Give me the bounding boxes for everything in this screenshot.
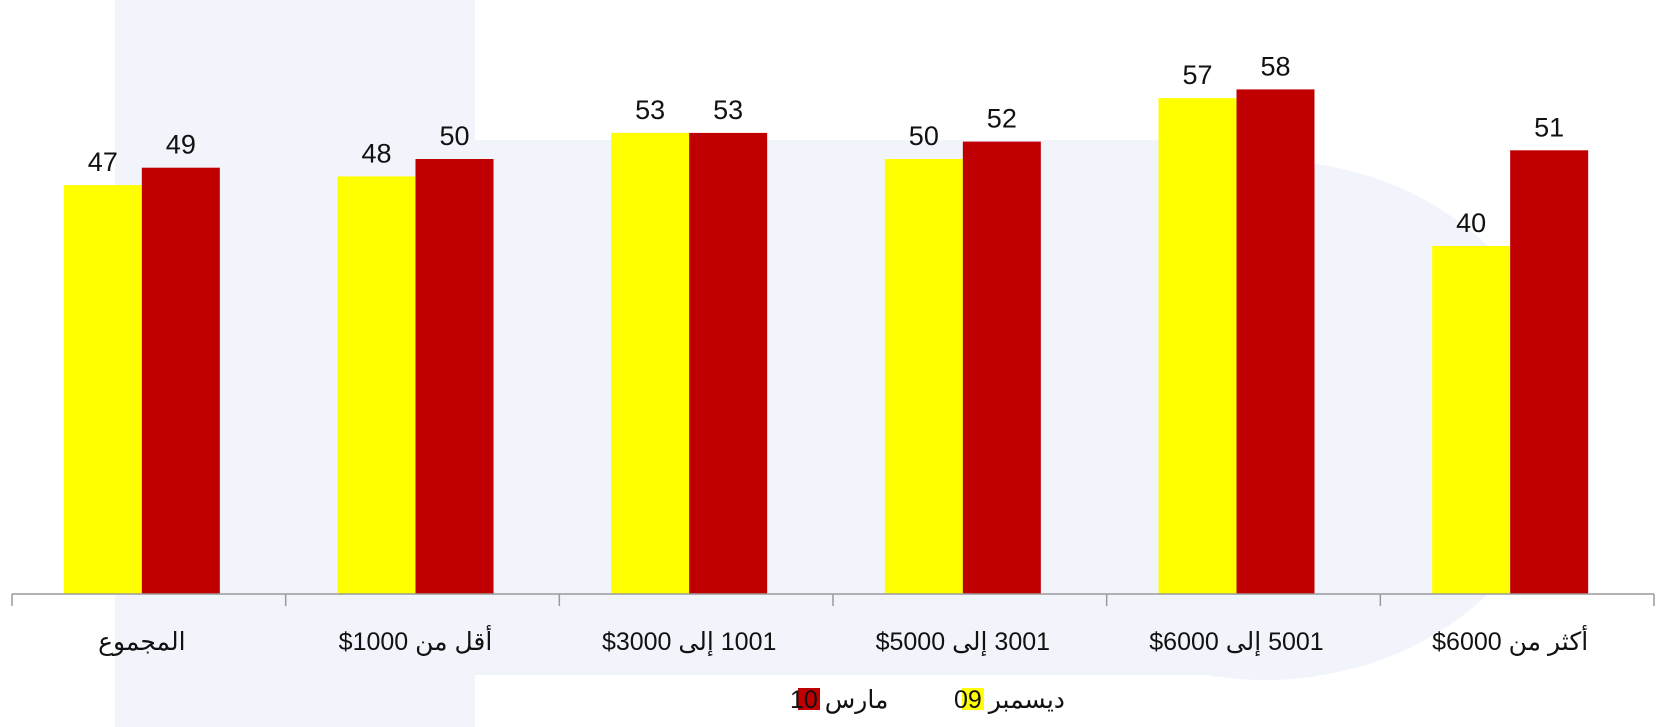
data-label-s0-c5: 40 [1456,208,1486,238]
data-label-s1-c1: 50 [439,121,469,151]
data-label-s1-c2: 53 [713,95,743,125]
category-label-4: 5001 إلى 6000$ [1149,628,1323,657]
bar-s0-c5 [1432,246,1510,594]
data-label-s0-c3: 50 [909,121,939,151]
category-label-0: المجموع [98,628,185,656]
data-label-s0-c1: 48 [361,138,391,168]
bar-s0-c0 [64,185,142,594]
category-label-3: 3001 إلى 5000$ [876,628,1050,657]
category-label-2: 1001 إلى 3000$ [602,628,776,657]
category-label-1: أقل من 1000$ [339,624,493,656]
data-label-s0-c0: 47 [88,147,118,177]
bar-s0-c3 [885,159,963,594]
legend-label-0: ديسمبر 09 [954,686,1065,714]
category-label-5: أكثر من 6000$ [1432,624,1588,656]
data-label-s1-c0: 49 [166,130,196,160]
bar-s1-c1 [416,159,494,594]
data-label-s1-c5: 51 [1534,112,1564,142]
bar-s1-c5 [1510,150,1588,594]
data-label-s0-c4: 57 [1182,60,1212,90]
bar-s1-c3 [963,142,1041,594]
data-label-s1-c3: 52 [987,104,1017,134]
legend-label-1: مارس 10 [790,686,888,714]
bar-s1-c0 [142,168,220,594]
bar-s0-c1 [338,176,416,594]
bar-s1-c4 [1237,89,1315,594]
data-label-s0-c2: 53 [635,95,665,125]
bar-s1-c2 [689,133,767,594]
bar-s0-c2 [611,133,689,594]
data-label-s1-c4: 58 [1260,51,1290,81]
bar-s0-c4 [1159,98,1237,594]
